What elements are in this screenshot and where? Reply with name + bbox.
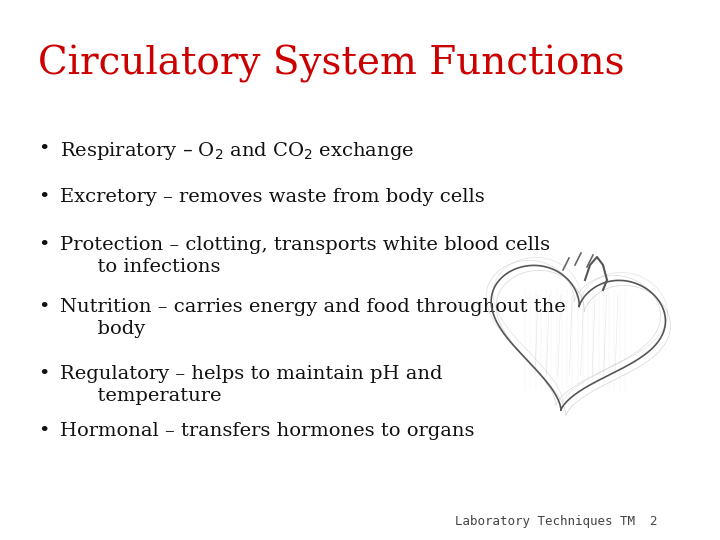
Text: •: • bbox=[38, 422, 50, 440]
Text: Circulatory System Functions: Circulatory System Functions bbox=[38, 45, 624, 83]
Text: Nutrition – carries energy and food throughout the
      body: Nutrition – carries energy and food thro… bbox=[60, 298, 566, 338]
Text: Excretory – removes waste from body cells: Excretory – removes waste from body cell… bbox=[60, 188, 485, 206]
Text: •: • bbox=[38, 140, 50, 158]
Text: Protection – clotting, transports white blood cells
      to infections: Protection – clotting, transports white … bbox=[60, 236, 550, 276]
Text: •: • bbox=[38, 365, 50, 383]
Text: •: • bbox=[38, 188, 50, 206]
Text: Respiratory – O$_2$ and CO$_2$ exchange: Respiratory – O$_2$ and CO$_2$ exchange bbox=[60, 140, 414, 162]
Text: TM  2: TM 2 bbox=[620, 515, 657, 528]
Text: Laboratory Techniques: Laboratory Techniques bbox=[455, 515, 613, 528]
Text: Regulatory – helps to maintain pH and
      temperature: Regulatory – helps to maintain pH and te… bbox=[60, 365, 443, 405]
Text: •: • bbox=[38, 236, 50, 254]
Text: Hormonal – transfers hormones to organs: Hormonal – transfers hormones to organs bbox=[60, 422, 474, 440]
Text: •: • bbox=[38, 298, 50, 316]
